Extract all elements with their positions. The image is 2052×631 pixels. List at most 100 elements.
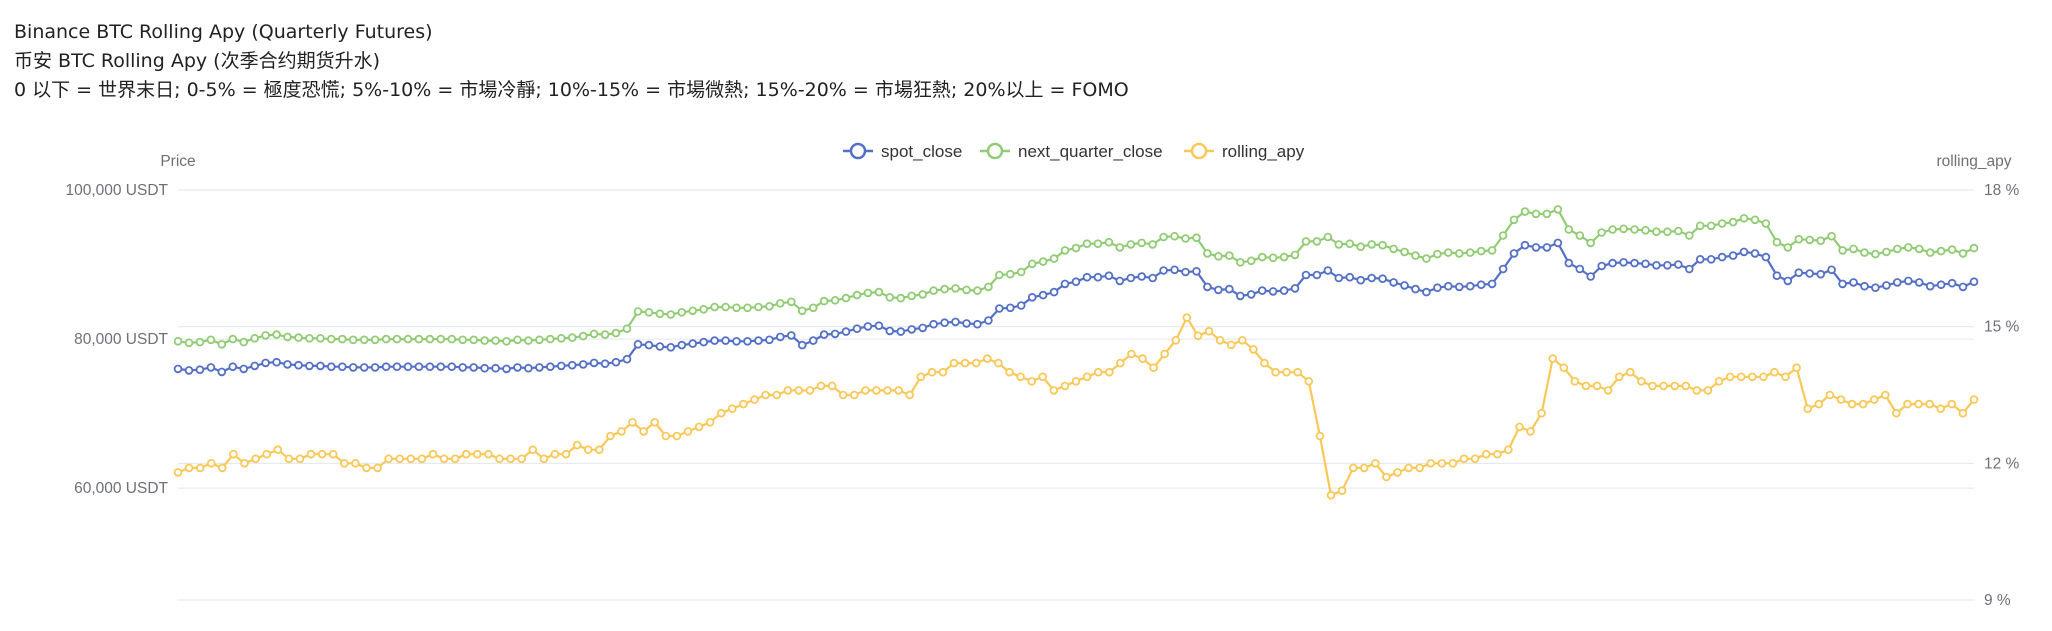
data-point[interactable] [1903, 399, 1912, 409]
data-point[interactable] [940, 318, 949, 328]
data-point[interactable] [1652, 260, 1661, 270]
data-point[interactable] [951, 317, 960, 327]
data-point[interactable] [1674, 260, 1683, 269]
data-point[interactable] [1717, 252, 1727, 262]
data-point[interactable] [1334, 240, 1344, 249]
data-point[interactable] [425, 334, 435, 344]
data-point[interactable] [927, 367, 937, 377]
data-point[interactable] [251, 454, 260, 464]
data-point[interactable] [1225, 251, 1234, 260]
data-point[interactable] [567, 333, 577, 342]
data-point[interactable] [1603, 386, 1613, 395]
data-point[interactable] [1674, 226, 1683, 236]
data-point[interactable] [683, 427, 693, 436]
data-point[interactable] [1947, 278, 1957, 288]
data-point[interactable] [1881, 390, 1890, 400]
data-point[interactable] [1564, 225, 1574, 234]
data-point[interactable] [1630, 225, 1639, 234]
data-point[interactable] [1663, 260, 1672, 270]
data-point[interactable] [1925, 399, 1934, 409]
data-point[interactable] [688, 306, 697, 316]
data-point[interactable] [885, 326, 895, 336]
data-point[interactable] [1814, 399, 1824, 409]
data-point[interactable] [1038, 257, 1048, 266]
data-point[interactable] [539, 454, 549, 464]
data-point[interactable] [1404, 463, 1413, 473]
data-point[interactable] [841, 293, 851, 303]
data-point[interactable] [1685, 264, 1694, 274]
data-point[interactable] [1356, 275, 1365, 285]
data-point[interactable] [1382, 472, 1391, 482]
data-point[interactable] [1882, 281, 1891, 290]
data-point[interactable] [633, 339, 643, 349]
data-point[interactable] [1914, 244, 1924, 254]
data-point[interactable] [403, 362, 413, 372]
data-point[interactable] [1389, 244, 1398, 254]
data-point[interactable] [1871, 249, 1880, 259]
data-point[interactable] [1137, 272, 1146, 281]
data-point[interactable] [1663, 227, 1672, 237]
data-point[interactable] [439, 454, 449, 464]
data-point[interactable] [480, 363, 489, 373]
data-point[interactable] [381, 362, 391, 372]
data-point[interactable] [495, 454, 504, 464]
data-point[interactable] [1750, 249, 1760, 258]
data-point[interactable] [229, 449, 238, 459]
data-point[interactable] [1290, 284, 1300, 293]
data-point[interactable] [491, 336, 500, 345]
data-point[interactable] [1637, 376, 1646, 386]
data-point[interactable] [1614, 372, 1624, 382]
data-point[interactable] [1293, 367, 1302, 377]
data-point[interactable] [384, 454, 393, 464]
data-point[interactable] [1437, 458, 1447, 468]
data-point[interactable] [381, 334, 391, 344]
data-point[interactable] [883, 386, 892, 395]
data-point[interactable] [1016, 301, 1026, 310]
data-point[interactable] [1470, 454, 1480, 464]
data-point[interactable] [1969, 243, 1979, 253]
data-point[interactable] [819, 296, 829, 306]
data-point[interactable] [661, 431, 671, 441]
data-point[interactable] [852, 290, 862, 300]
data-point[interactable] [1204, 326, 1214, 336]
data-point[interactable] [1049, 386, 1059, 395]
data-point[interactable] [392, 334, 402, 344]
data-point[interactable] [417, 454, 427, 464]
data-point[interactable] [436, 362, 446, 372]
data-point[interactable] [797, 340, 807, 350]
data-point[interactable] [184, 366, 194, 375]
data-point[interactable] [1257, 286, 1267, 295]
data-point[interactable] [428, 449, 438, 459]
data-point[interactable] [710, 336, 719, 345]
data-point[interactable] [830, 295, 840, 305]
data-point[interactable] [872, 386, 881, 395]
data-point[interactable] [743, 303, 752, 313]
data-point[interactable] [721, 302, 730, 312]
data-point[interactable] [395, 454, 405, 464]
data-point[interactable] [1038, 372, 1047, 382]
data-point[interactable] [1422, 254, 1431, 263]
data-point[interactable] [1925, 248, 1935, 257]
data-point[interactable] [982, 354, 992, 363]
data-point[interactable] [808, 336, 818, 345]
data-point[interactable] [1093, 272, 1103, 282]
data-point[interactable] [666, 342, 676, 352]
data-point[interactable] [1936, 280, 1946, 290]
data-point[interactable] [1706, 254, 1716, 264]
data-point[interactable] [783, 386, 793, 395]
data-point[interactable] [1345, 272, 1355, 282]
data-point[interactable] [1459, 454, 1469, 464]
data-point[interactable] [973, 319, 982, 329]
data-point[interactable] [962, 319, 971, 328]
data-point[interactable] [1049, 287, 1059, 297]
data-point[interactable] [294, 360, 303, 370]
data-point[interactable] [1509, 249, 1519, 258]
data-point[interactable] [916, 372, 926, 382]
data-point[interactable] [491, 363, 500, 373]
data-point[interactable] [1706, 221, 1716, 231]
data-point[interactable] [1149, 363, 1158, 373]
data-point[interactable] [688, 339, 697, 348]
data-point[interactable] [1781, 372, 1790, 382]
data-point[interactable] [984, 316, 993, 325]
data-point[interactable] [918, 290, 927, 299]
